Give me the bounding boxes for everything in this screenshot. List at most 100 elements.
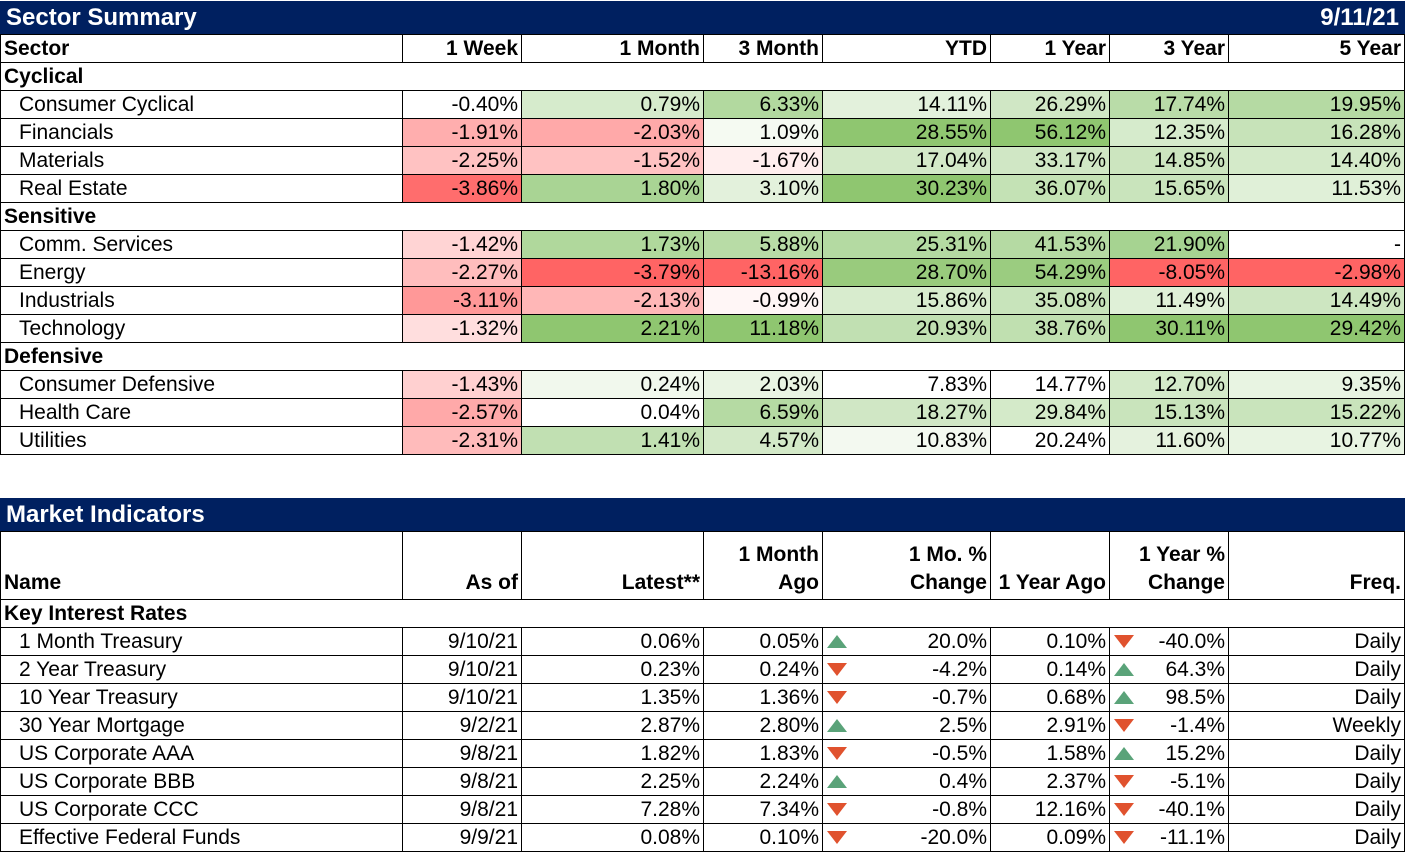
sector-return-cell: 2.21%: [521, 314, 704, 343]
sector-row: Consumer Defensive -1.43% 0.24% 2.03% 7.83% 1…: [0, 370, 1405, 399]
sector-row: Comm. Services -1.42% 1.73% 5.88% 25.31% 41.5…: [0, 230, 1405, 259]
sector-group-label: Sensitive: [0, 202, 1405, 231]
frequency: Weekly: [1228, 711, 1405, 740]
sector-summary-title-bar: Sector Summary 9/11/21: [0, 1, 1405, 34]
sector-summary-title: Sector Summary: [6, 4, 197, 31]
sector-header-row: Sector 1 Week 1 Month 3 Month YTD 1 Year 3 Yea…: [0, 34, 1405, 63]
column-header: 3 Year: [1109, 34, 1229, 63]
column-header: 1 Year: [990, 34, 1110, 63]
sector-return-cell: 14.49%: [1228, 286, 1405, 315]
month-change-value: -0.8%: [932, 797, 987, 821]
sector-row: Real Estate -3.86% 1.80% 3.10% 30.23% 36.07% 1…: [0, 174, 1405, 203]
sector-return-cell: -1.42%: [402, 230, 522, 259]
month-change-value: 20.0%: [927, 629, 987, 653]
triangle-down-icon: [827, 747, 847, 760]
sector-return-cell: 17.04%: [822, 146, 991, 175]
column-header-line2: As of: [465, 571, 519, 594]
frequency: Daily: [1228, 655, 1405, 684]
month-change-cell: -0.8%: [822, 795, 991, 824]
market-indicators-title: Market Indicators: [6, 501, 205, 528]
sector-name: Consumer Defensive: [0, 370, 403, 399]
column-header: 1 Month Ago: [703, 531, 823, 600]
sector-return-cell: 28.70%: [822, 258, 991, 287]
indicator-row: US Corporate CCC 9/8/21 7.28% 7.34% -0.8% 12.…: [0, 795, 1405, 824]
triangle-down-icon: [827, 691, 847, 704]
column-header-line1: 1 Year %: [1138, 543, 1225, 566]
month-ago-value: 1.83%: [703, 739, 823, 768]
triangle-up-icon: [1114, 691, 1134, 704]
indicator-name: 10 Year Treasury: [0, 683, 403, 712]
indicator-name: 30 Year Mortgage: [0, 711, 403, 740]
sector-return-cell: 54.29%: [990, 258, 1110, 287]
sector-row: Industrials -3.11% -2.13% -0.99% 15.86% 35.08…: [0, 286, 1405, 315]
column-header-line2: Change: [909, 571, 987, 594]
sector-return-cell: 10.77%: [1228, 426, 1405, 455]
column-header-line2: Name: [4, 571, 62, 594]
sector-return-cell: 15.22%: [1228, 398, 1405, 427]
sector-return-cell: 6.59%: [703, 398, 823, 427]
indicator-row: Effective Federal Funds 9/9/21 0.08% 0.10% -…: [0, 823, 1405, 852]
column-header: Sector: [0, 34, 403, 63]
sector-row: Financials -1.91% -2.03% 1.09% 28.55% 56.12% 1…: [0, 118, 1405, 147]
sector-row: Technology -1.32% 2.21% 11.18% 20.93% 38.76% 3…: [0, 314, 1405, 343]
year-change-cell: 15.2%: [1109, 739, 1229, 768]
indicator-name: US Corporate BBB: [0, 767, 403, 796]
as-of-date: 9/10/21: [402, 683, 522, 712]
sector-return-cell: -3.86%: [402, 174, 522, 203]
market-header-row: Name As of Latest** 1 Month Ago 1 Mo. % Change…: [0, 531, 1405, 600]
year-change-value: 64.3%: [1165, 657, 1225, 681]
month-change-cell: -0.7%: [822, 683, 991, 712]
column-header: 1 Week: [402, 34, 522, 63]
month-change-cell: -20.0%: [822, 823, 991, 852]
column-header-line2: Change: [1147, 571, 1225, 594]
indicator-name: Effective Federal Funds: [0, 823, 403, 852]
sector-return-cell: 26.29%: [990, 90, 1110, 119]
indicator-group-row: Key Interest Rates: [0, 599, 1405, 628]
sector-return-cell: 9.35%: [1228, 370, 1405, 399]
month-change-value: -20.0%: [920, 825, 987, 849]
sector-return-cell: 28.55%: [822, 118, 991, 147]
sector-return-cell: 19.95%: [1228, 90, 1405, 119]
year-change-cell: -40.0%: [1109, 627, 1229, 656]
as-of-date: 9/9/21: [402, 823, 522, 852]
sector-return-cell: 0.04%: [521, 398, 704, 427]
market-indicators-title-bar: Market Indicators: [0, 498, 1405, 531]
year-ago-value: 0.09%: [990, 823, 1110, 852]
month-change-value: 2.5%: [939, 713, 987, 737]
year-change-value: -1.4%: [1170, 713, 1225, 737]
month-change-cell: -0.5%: [822, 739, 991, 768]
sector-group-row: Cyclical: [0, 62, 1405, 91]
year-ago-value: 2.91%: [990, 711, 1110, 740]
column-header-line1: [525, 541, 700, 569]
sector-name: Energy: [0, 258, 403, 287]
sector-return-cell: 11.53%: [1228, 174, 1405, 203]
sector-return-cell: 41.53%: [990, 230, 1110, 259]
as-of-date: 9/8/21: [402, 795, 522, 824]
sector-return-cell: -2.03%: [521, 118, 704, 147]
sector-group-row: Sensitive: [0, 202, 1405, 231]
column-header-line1: [1232, 541, 1401, 569]
sector-return-cell: 15.86%: [822, 286, 991, 315]
sector-row: Energy -2.27% -3.79% -13.16% 28.70% 54.29% -8.…: [0, 258, 1405, 287]
frequency: Daily: [1228, 627, 1405, 656]
month-change-cell: 2.5%: [822, 711, 991, 740]
month-ago-value: 0.05%: [703, 627, 823, 656]
latest-value: 2.25%: [521, 767, 704, 796]
triangle-up-icon: [1114, 663, 1134, 676]
column-header-line2: 1 Year Ago: [998, 571, 1106, 594]
frequency: Daily: [1228, 823, 1405, 852]
sector-return-cell: 33.17%: [990, 146, 1110, 175]
sector-return-cell: 56.12%: [990, 118, 1110, 147]
sector-name: Comm. Services: [0, 230, 403, 259]
sector-summary-date: 9/11/21: [1320, 4, 1399, 31]
column-header: 1 Mo. % Change: [822, 531, 991, 600]
indicator-row: 10 Year Treasury 9/10/21 1.35% 1.36% -0.7% 0.…: [0, 683, 1405, 712]
sector-return-cell: -2.25%: [402, 146, 522, 175]
sector-return-cell: 29.42%: [1228, 314, 1405, 343]
month-ago-value: 2.24%: [703, 767, 823, 796]
year-change-cell: -40.1%: [1109, 795, 1229, 824]
frequency: Daily: [1228, 739, 1405, 768]
sector-return-cell: -1.67%: [703, 146, 823, 175]
sector-return-cell: -1.32%: [402, 314, 522, 343]
latest-value: 0.23%: [521, 655, 704, 684]
